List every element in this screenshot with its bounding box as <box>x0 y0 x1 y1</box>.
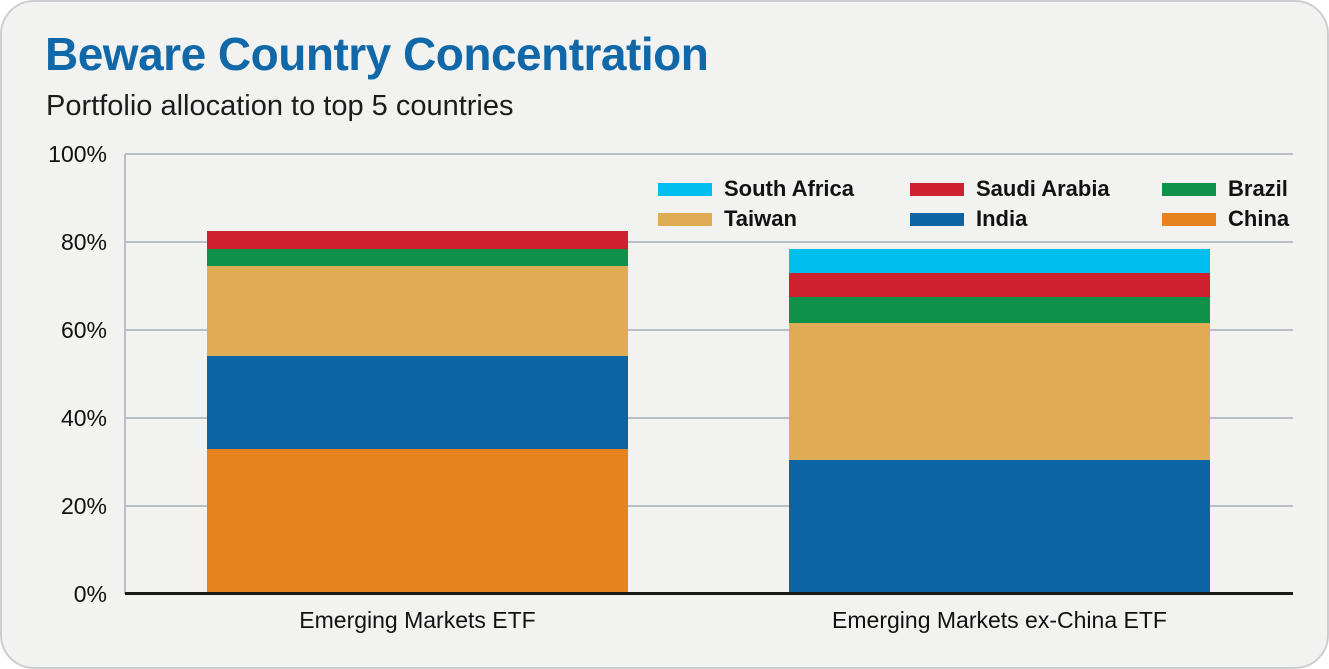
bar-segment-taiwan <box>207 266 628 357</box>
legend-label-india: India <box>976 206 1028 231</box>
legend-item-saudi-arabia: Saudi Arabia <box>910 176 1162 202</box>
plot-area: Emerging Markets ETF Emerging Markets ex-… <box>124 153 1293 633</box>
y-tick-label-0-: 0% <box>73 581 107 607</box>
chart-title: Beware Country Concentration <box>45 28 709 80</box>
y-tick-label-60-: 60% <box>60 317 107 343</box>
gridline-60- <box>125 329 1293 331</box>
y-tick-label-80-: 80% <box>60 229 107 255</box>
x-axis-label-emerging-markets-etf: Emerging Markets ETF <box>299 607 536 633</box>
legend-label-china: China <box>1228 206 1290 231</box>
bar-segment-south-africa <box>789 248 1210 273</box>
bar-segment-brazil <box>789 297 1210 324</box>
gridline-100- <box>125 153 1293 155</box>
bar-segment-saudi-arabia <box>789 272 1210 297</box>
legend-label-taiwan: Taiwan <box>724 206 797 231</box>
legend-item-taiwan: Taiwan <box>658 206 910 232</box>
legend-swatch-india <box>910 212 964 226</box>
y-tick-label-20-: 20% <box>60 493 107 519</box>
legend-swatch-south-africa <box>658 182 712 196</box>
y-axis-line <box>124 154 126 594</box>
x-axis-label-emerging-markets-ex-china-etf: Emerging Markets ex-China ETF <box>832 607 1167 633</box>
gridline-20- <box>125 505 1293 507</box>
chart-subtitle: Portfolio allocation to top 5 countries <box>46 90 514 122</box>
legend-item-brazil: Brazil <box>1162 176 1327 202</box>
bar-segment-taiwan <box>789 323 1210 460</box>
gridline-40- <box>125 417 1293 419</box>
y-tick-label-40-: 40% <box>60 405 107 431</box>
legend: South Africa Saudi Arabia Brazil Taiwan Indi… <box>658 174 1327 234</box>
legend-swatch-taiwan <box>658 212 712 226</box>
y-tick-label-100-: 100% <box>48 141 107 167</box>
stacked-bar-emerging-markets-etf <box>207 154 628 594</box>
legend-item-india: India <box>910 206 1162 232</box>
bar-segment-china <box>207 448 628 594</box>
legend-swatch-brazil <box>1162 182 1216 196</box>
legend-item-china: China <box>1162 206 1327 232</box>
gridline-80- <box>125 241 1293 243</box>
bar-segment-brazil <box>207 248 628 267</box>
x-axis-line <box>125 592 1293 595</box>
stacked-bar-emerging-markets-ex-china-etf <box>789 154 1210 594</box>
legend-swatch-china <box>1162 212 1216 226</box>
bar-segment-saudi-arabia <box>207 231 628 249</box>
bar-segment-india <box>789 459 1210 594</box>
legend-label-brazil: Brazil <box>1228 176 1288 201</box>
legend-item-south-africa: South Africa <box>658 176 910 202</box>
bar-segment-india <box>207 356 628 449</box>
legend-label-south-africa: South Africa <box>724 176 854 201</box>
legend-swatch-saudi-arabia <box>910 182 964 196</box>
legend-label-saudi-arabia: Saudi Arabia <box>976 176 1110 201</box>
